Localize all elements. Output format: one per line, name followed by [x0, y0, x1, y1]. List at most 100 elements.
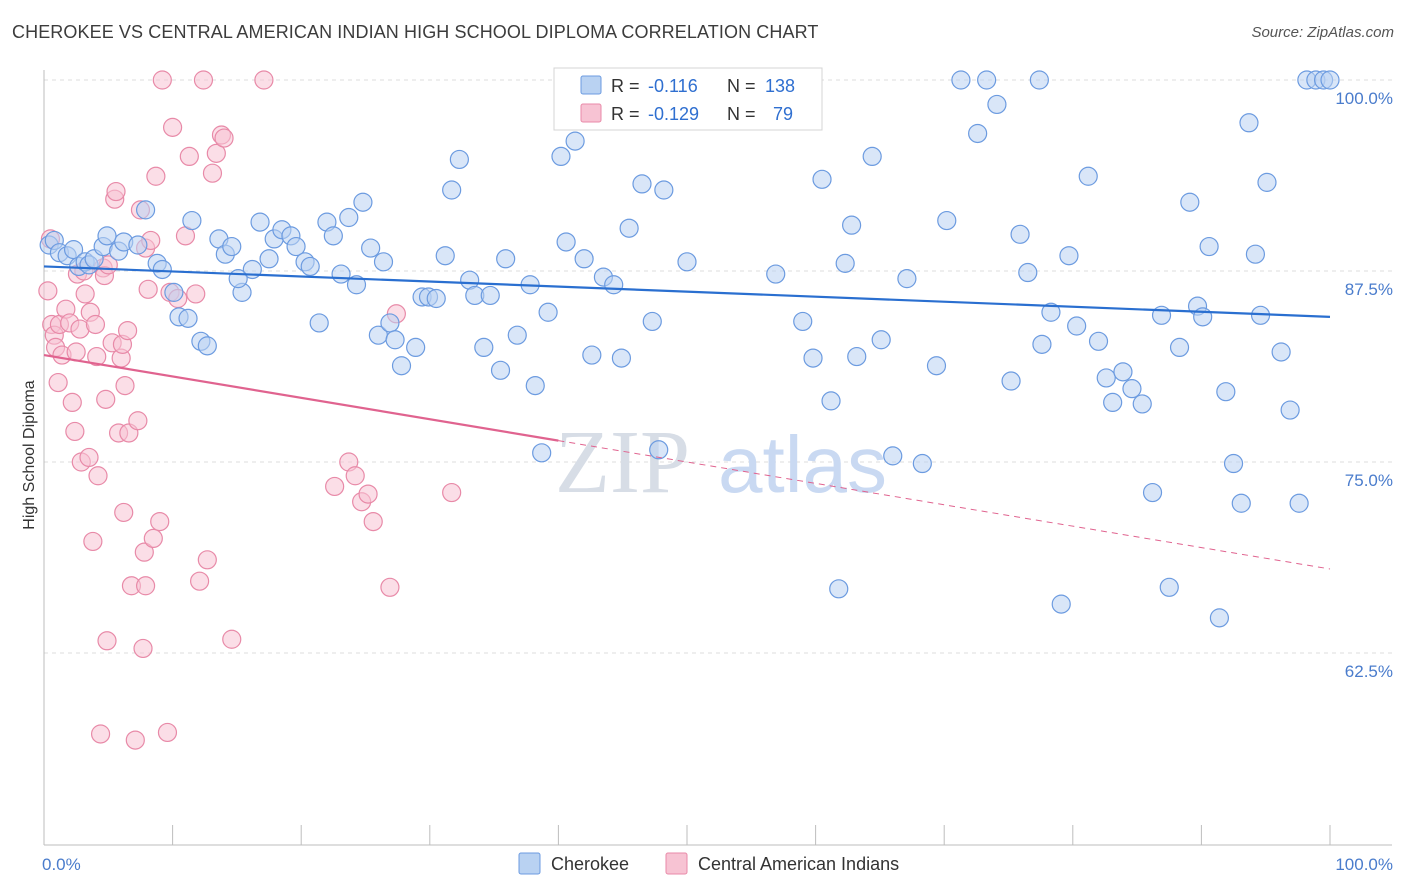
- cherokee-point-124: [1231, 493, 1251, 513]
- central-american-point-28: [97, 631, 117, 651]
- cherokee-point-29: [259, 249, 279, 269]
- central-american-point-10: [62, 392, 82, 413]
- central-american-point-5: [48, 372, 68, 393]
- central-american-point-45: [134, 542, 154, 562]
- cherokee-point-59: [490, 360, 511, 380]
- cherokee-point-90: [897, 269, 917, 289]
- legend-n-label-0: N =: [727, 76, 756, 96]
- cherokee-point-86: [847, 346, 867, 367]
- cherokee-point-60: [496, 249, 516, 269]
- cherokee-point-125: [1239, 113, 1259, 133]
- cherokee-point-57: [474, 337, 494, 357]
- central-american-point-42: [128, 411, 148, 431]
- cherokee-point-91: [912, 453, 932, 474]
- legend-swatch-cherokee: [580, 75, 602, 95]
- cherokee-point-117: [1180, 192, 1200, 212]
- cherokee-point-138: [228, 269, 248, 289]
- central-american-point-51: [150, 511, 170, 532]
- cherokee-point-96: [977, 70, 997, 90]
- central-american-point-24: [90, 724, 111, 744]
- cherokee-point-38: [331, 264, 351, 284]
- cherokee-point-20: [182, 210, 202, 231]
- legend-n-value-1: 79: [773, 104, 793, 124]
- x-tick-label-min: 0.0%: [42, 855, 81, 874]
- central-american-point-74: [363, 511, 383, 532]
- cherokee-point-99: [1010, 224, 1030, 244]
- cherokee-point-75: [642, 311, 662, 332]
- central-american-point-78: [135, 576, 156, 596]
- central-american-point-50: [146, 166, 166, 186]
- cherokee-point-123: [1223, 453, 1244, 474]
- central-american-point-41: [125, 730, 145, 750]
- cherokee-point-120: [1199, 236, 1219, 257]
- cherokee-point-135: [1320, 70, 1340, 90]
- cherokee-point-106: [1078, 166, 1098, 186]
- cherokee-point-131: [1289, 493, 1309, 513]
- legend-r-label-0: R =: [611, 76, 640, 96]
- y-tick-label-2: 87.5%: [1345, 280, 1393, 299]
- cherokee-point-87: [862, 146, 882, 166]
- central-american-point-73: [358, 484, 378, 504]
- cherokee-point-79: [793, 311, 813, 332]
- cherokee-point-109: [1103, 392, 1123, 413]
- cherokee-point-66: [551, 146, 571, 166]
- cherokee-point-78: [677, 252, 697, 272]
- cherokee-point-22: [197, 336, 217, 356]
- trend-line-cherokee: [43, 265, 1331, 318]
- central-american-point-44: [133, 638, 153, 659]
- cherokee-point-107: [1088, 331, 1109, 351]
- series-cherokee: [39, 70, 1340, 628]
- cherokee-point-130: [1280, 400, 1300, 420]
- bottom-legend-cherokee: Cherokee: [551, 854, 629, 874]
- cherokee-point-116: [1169, 337, 1190, 357]
- central-american-point-77: [442, 482, 462, 503]
- cherokee-point-98: [1001, 371, 1021, 391]
- cherokee-point-53: [442, 180, 462, 200]
- central-american-point-20: [83, 531, 103, 552]
- cherokee-point-77: [654, 180, 674, 200]
- central-american-point-37: [115, 376, 135, 396]
- grid-lines: [44, 79, 1392, 654]
- cherokee-point-94: [951, 70, 971, 90]
- cherokee-point-84: [835, 253, 855, 273]
- cherokee-point-42: [361, 238, 381, 258]
- cherokee-point-85: [842, 215, 862, 235]
- central-american-point-38: [117, 320, 138, 341]
- central-american-point-71: [345, 466, 365, 486]
- cherokee-point-47: [391, 356, 412, 376]
- cherokee-point-115: [1159, 577, 1179, 597]
- cherokee-point-70: [582, 345, 602, 365]
- central-american-point-63: [202, 163, 223, 183]
- cherokee-point-44: [373, 252, 394, 272]
- central-american-point-23: [88, 466, 108, 486]
- watermark-atlas: atlas: [718, 420, 887, 509]
- chart-title: CHEROKEE VS CENTRAL AMERICAN INDIAN HIGH…: [12, 22, 819, 42]
- cherokee-point-113: [1142, 482, 1163, 503]
- central-american-point-61: [193, 70, 214, 90]
- central-american-point-69: [325, 476, 345, 497]
- cherokee-point-76: [649, 440, 669, 460]
- cherokee-point-83: [829, 579, 849, 599]
- cherokee-point-63: [525, 376, 545, 396]
- cherokee-point-69: [574, 249, 594, 269]
- cherokee-point-37: [323, 226, 343, 246]
- central-american-point-32: [106, 181, 126, 202]
- y-axis-label: High School Diploma: [21, 380, 38, 530]
- central-american-point-60: [190, 571, 210, 591]
- bottom-legend-central-american: Central American Indians: [698, 854, 899, 874]
- watermark: ZIP atlas: [555, 413, 887, 512]
- cherokee-point-139: [604, 275, 624, 295]
- legend-r-value-1: -0.129: [648, 104, 699, 124]
- cherokee-point-122: [1216, 382, 1236, 402]
- central-american-point-67: [222, 629, 242, 649]
- cherokee-point-74: [632, 174, 652, 194]
- cherokee-point-121: [1209, 608, 1230, 628]
- legend-r-value-0: -0.116: [648, 76, 698, 96]
- cherokee-point-102: [1041, 302, 1061, 322]
- central-american-point-62: [197, 550, 217, 570]
- central-american-point-59: [186, 284, 206, 304]
- cherokee-point-19: [178, 308, 198, 328]
- central-american-point-64: [206, 143, 226, 163]
- cherokee-point-40: [346, 275, 367, 295]
- cherokee-point-105: [1067, 316, 1087, 336]
